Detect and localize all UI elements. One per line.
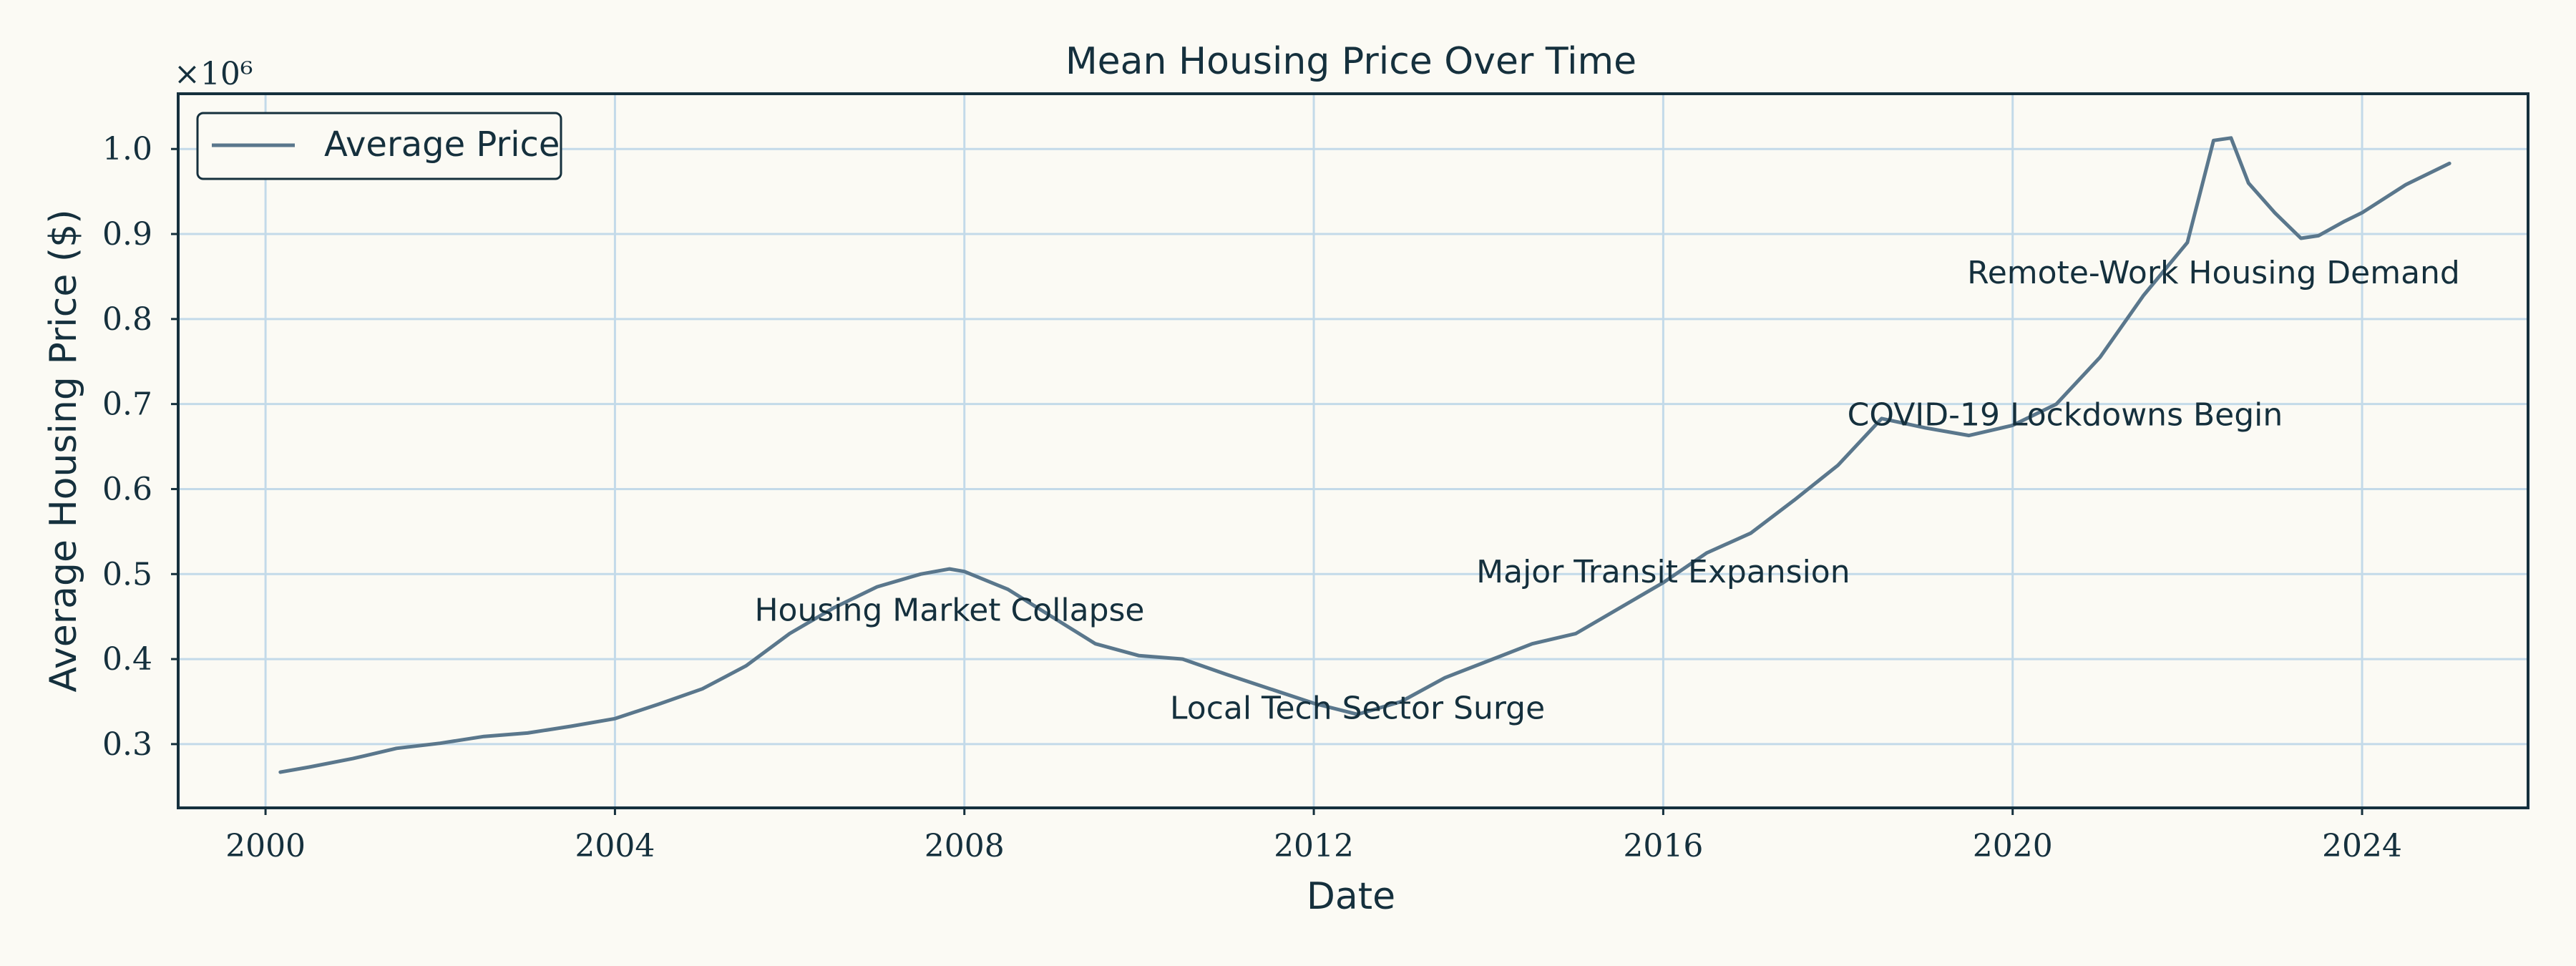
series-layer	[278, 136, 2451, 774]
axis-ticks: 2000 2004 2008 2012 2016 2020 2024 0.3 0.4 0.5 0.6…	[102, 131, 2402, 864]
y-axis-label: Average Housing Price ($)	[42, 209, 85, 692]
series-line-average-price	[278, 136, 2451, 774]
x-tick-label: 2008	[924, 828, 1005, 864]
y-tick-label: 0.8	[102, 301, 152, 338]
plot-frame	[177, 92, 2529, 809]
x-tick-label: 2004	[575, 828, 655, 864]
x-tick-label: 2016	[1623, 828, 1703, 864]
x-tick-label: 2024	[2322, 828, 2402, 864]
legend: Average Price	[196, 112, 562, 180]
legend-label-average-price: Average Price	[324, 125, 560, 165]
y-tick-label: 0.9	[102, 216, 152, 253]
x-tick-label: 2000	[225, 828, 306, 864]
annotation-label: Major Transit Expansion	[1476, 554, 1850, 590]
annotations: Housing Market Collapse Local Tech Sector…	[754, 255, 2459, 726]
annotation-label: Remote-Work Housing Demand	[1967, 255, 2460, 291]
y-tick-label: 1.0	[102, 131, 152, 167]
annotation-label: COVID-19 Lockdowns Begin	[1848, 396, 2283, 433]
y-tick-label: 0.6	[102, 471, 152, 507]
y-offset-label: ×10⁶	[174, 56, 253, 92]
y-tick-label: 0.3	[102, 726, 152, 763]
annotation-label: Local Tech Sector Surge	[1170, 690, 1545, 726]
legend-box	[196, 112, 562, 180]
annotation-label: Housing Market Collapse	[754, 592, 1144, 629]
y-tick-label: 0.4	[102, 641, 152, 678]
chart-title: Mean Housing Price Over Time	[1065, 40, 1636, 83]
grid-lines	[178, 94, 2528, 808]
y-tick-label: 0.7	[102, 386, 152, 423]
x-tick-label: 2012	[1274, 828, 1354, 864]
y-tick-label: 0.5	[102, 556, 152, 592]
x-tick-label: 2020	[1973, 828, 2053, 864]
x-axis-label: Date	[1307, 875, 1395, 918]
